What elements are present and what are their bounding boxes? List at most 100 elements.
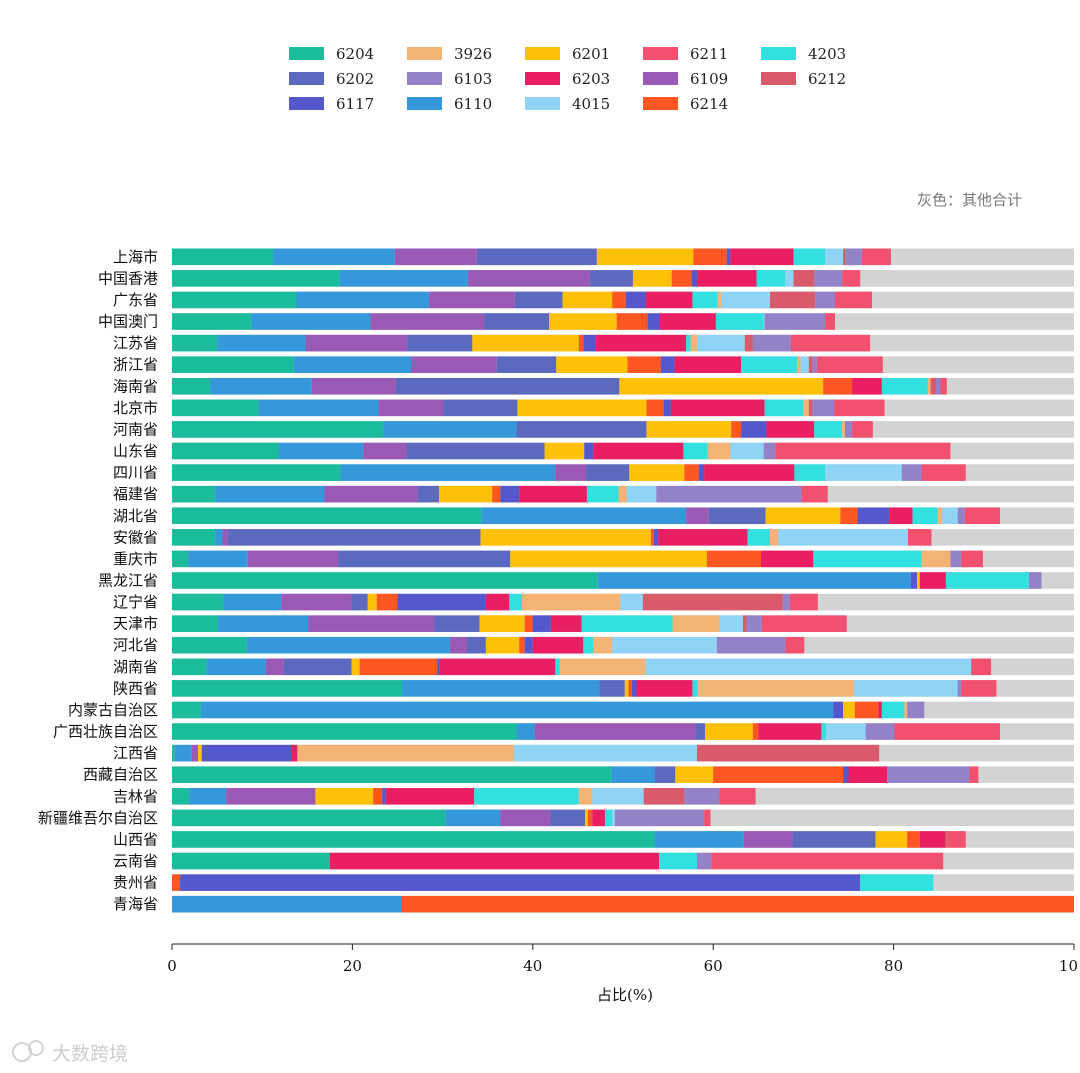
bar-segment-6103 [614, 809, 705, 827]
watermark-text: 大数跨境 [52, 1043, 128, 1065]
bar-segment-4015 [626, 485, 657, 503]
category-label: 湖南省 [113, 658, 158, 676]
bar-segment-6117 [857, 507, 890, 525]
bar-segment-6117 [741, 421, 767, 438]
bar-segment-3926 [770, 529, 779, 546]
bar-segment-6201 [596, 248, 694, 266]
bar-segment-6214 [646, 399, 664, 417]
bar-segment-6117 [500, 485, 520, 503]
bar-segment-6109 [311, 377, 396, 395]
bar-segment-4203 [747, 529, 771, 546]
legend-swatch-6103 [407, 72, 442, 85]
bar-segment-4203 [813, 550, 922, 568]
legend-swatch-4203 [761, 47, 796, 60]
bar-segment-6211 [842, 270, 861, 287]
bar-segment-3926 [927, 377, 931, 395]
bar-segment-6201 [646, 421, 732, 438]
legend-swatch-6117 [289, 97, 324, 110]
bar-segment-6203 [704, 464, 795, 481]
watermark-logo-icon [12, 1042, 32, 1062]
legend-label-4015: 4015 [572, 95, 610, 113]
bar-segment-6212 [843, 248, 846, 266]
bar-segment-6117 [532, 615, 551, 632]
bar-segment-6214 [713, 766, 844, 784]
bar-segment-6103 [865, 723, 895, 740]
bar-segment-6201 [843, 701, 855, 719]
category-labels: 上海市中国香港广东省中国澳门江苏省浙江省海南省北京市河南省山东省四川省福建省湖北… [38, 248, 158, 913]
bar-segment-6212 [930, 377, 936, 395]
bar-segment-6201 [624, 680, 629, 697]
bar-segment-6201 [315, 787, 374, 805]
bar-segment-6110 [296, 291, 430, 309]
bar-segment-6109 [226, 787, 316, 805]
bar-segment-6110 [258, 399, 379, 417]
bar-segment-6203 [889, 507, 913, 525]
bar-segment-6203 [593, 442, 684, 460]
category-label: 北京市 [113, 399, 158, 417]
bar-segment-6212 [793, 270, 815, 287]
bar-row-4 [172, 334, 1074, 352]
bar-segment-6204 [172, 529, 216, 546]
bar-segment-6211 [775, 442, 951, 460]
bar-segment-6103 [746, 615, 762, 632]
bar-segment-6202 [496, 356, 557, 373]
category-label: 陕西省 [113, 679, 158, 697]
bar-segment-6202 [227, 529, 481, 546]
bar-segment-3926 [690, 334, 697, 352]
bar-segment-6204 [172, 507, 482, 525]
bar-segment-6211 [908, 529, 932, 546]
bar-segment-6211 [940, 377, 947, 395]
bar-segment-6117 [910, 572, 918, 589]
bar-segment-6201 [351, 658, 360, 676]
bar-segment-6203 [658, 529, 748, 546]
bar-segment-6204 [172, 356, 294, 373]
bar-segment-6103 [696, 852, 712, 870]
bar-segment-6203 [329, 852, 660, 870]
bar-segment-6214 [172, 874, 181, 891]
bar-segment-6109 [324, 485, 418, 503]
category-label: 中国澳门 [98, 313, 158, 331]
bar-segment-6103 [782, 593, 790, 611]
bar-segment-6204 [172, 852, 330, 870]
bar-segment-6109 [467, 270, 590, 287]
bar-segment-6103 [887, 766, 970, 784]
bar-segment-6117 [653, 529, 659, 546]
bar-segment-6214 [373, 787, 383, 805]
category-label: 吉林省 [113, 787, 158, 805]
bar-segment-4203 [555, 658, 560, 676]
bar-segment-4203 [794, 464, 826, 481]
bar-segment-4015 [620, 593, 643, 611]
bar-segment-6202 [696, 723, 706, 740]
legend-swatch-6214 [643, 97, 678, 110]
bar-segment-3926 [937, 507, 943, 525]
bar-segment-6214 [693, 248, 727, 266]
bar-segment-6202 [406, 442, 545, 460]
bar-segment-6109 [308, 615, 435, 632]
bar-segment-6202 [516, 421, 647, 438]
bar-segment-6201 [556, 356, 628, 373]
legend-swatch-6212 [761, 72, 796, 85]
bar-segment-6214 [671, 270, 692, 287]
legend-label-6202: 6202 [336, 70, 374, 88]
bar-segment-4203 [912, 507, 938, 525]
bar-segment-6110 [516, 723, 535, 740]
bar-segment-4015 [612, 809, 615, 827]
other-color-note: 灰色：其他合计 [917, 191, 1022, 209]
bar-segment-4203 [581, 615, 673, 632]
bar-row-10 [172, 464, 1074, 481]
bar-segment-6214 [612, 291, 626, 309]
bar-segment-6202 [549, 809, 586, 827]
bar-segment-6109 [378, 399, 444, 417]
bar-segment-6117 [524, 636, 533, 654]
bar-segment-6211 [961, 550, 983, 568]
bar-segment-6203 [592, 809, 605, 827]
bar-segment-6103 [763, 442, 776, 460]
bar-segment-6202 [407, 334, 473, 352]
bar-segment-6204 [172, 442, 279, 460]
bar-segment-4015 [785, 270, 794, 287]
bar-segment-3926 [697, 680, 854, 697]
x-tick-label: 10 [1059, 957, 1078, 975]
x-tick-label: 0 [167, 957, 177, 975]
bar-segment-6103 [901, 464, 922, 481]
bar-segment-6211 [704, 809, 711, 827]
